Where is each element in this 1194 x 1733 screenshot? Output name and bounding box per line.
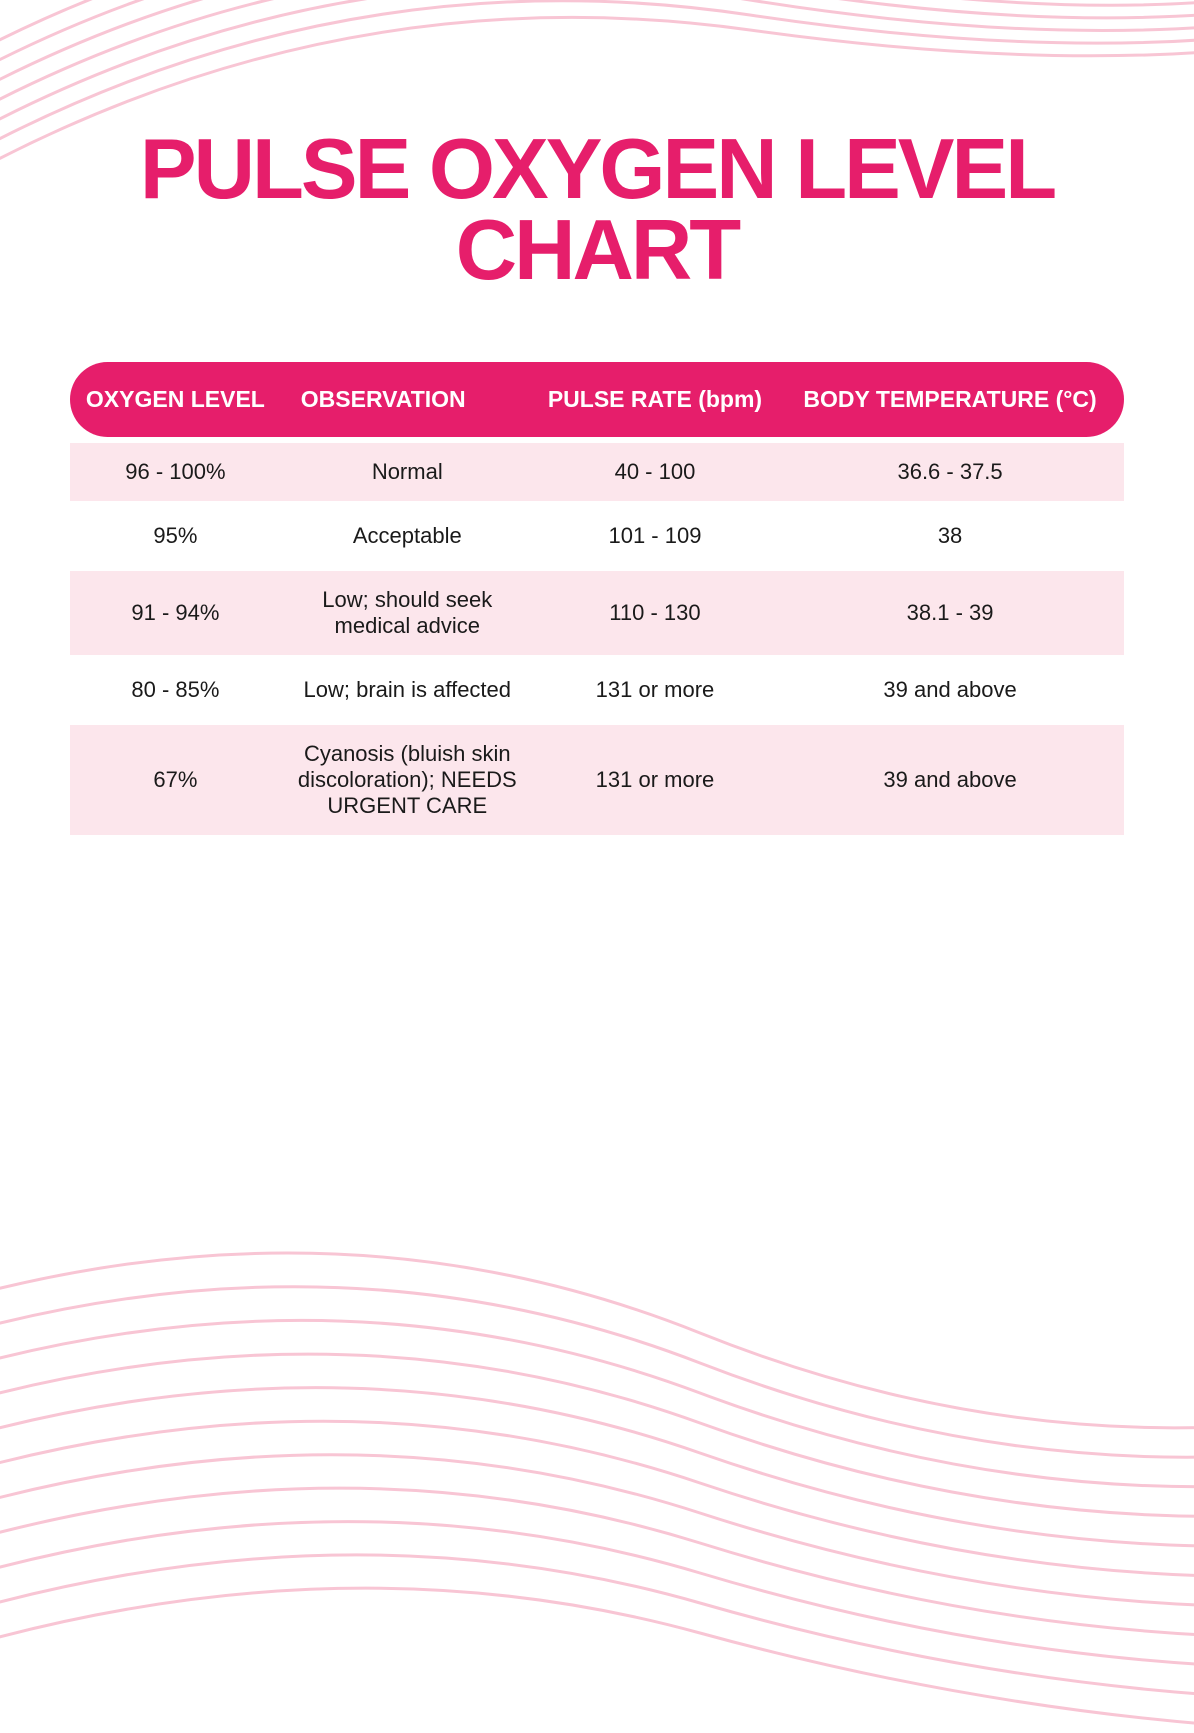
table-body: 96 - 100%Normal40 - 10036.6 - 37.5 95%Acc… <box>70 443 1124 835</box>
column-header-observation: OBSERVATION <box>281 386 534 413</box>
table-row: 91 - 94%Low; should seek medical advice1… <box>70 571 1124 655</box>
table-row: 96 - 100%Normal40 - 10036.6 - 37.5 <box>70 443 1124 501</box>
column-header-temp: BODY TEMPERATURE (°C) <box>776 386 1124 413</box>
cell-pulse-rate: 40 - 100 <box>534 459 776 485</box>
table-row: 80 - 85%Low; brain is affected131 or mor… <box>70 661 1124 719</box>
cell-body-temp: 38 <box>776 523 1124 549</box>
column-header-oxygen: OXYGEN LEVEL <box>70 386 281 413</box>
page-title: PULSE OXYGEN LEVEL CHART <box>70 130 1124 292</box>
cell-observation: Acceptable <box>281 523 534 549</box>
cell-observation: Low; should seek medical advice <box>281 587 534 639</box>
cell-oxygen-level: 91 - 94% <box>70 600 281 626</box>
column-header-pulse: PULSE RATE (bpm) <box>534 386 776 413</box>
table-row: 95%Acceptable101 - 10938 <box>70 507 1124 565</box>
cell-observation: Normal <box>281 459 534 485</box>
cell-observation: Low; brain is affected <box>281 677 534 703</box>
cell-body-temp: 39 and above <box>776 677 1124 703</box>
cell-observation: Cyanosis (bluish skin discoloration); NE… <box>281 741 534 819</box>
table-header-row: OXYGEN LEVEL OBSERVATION PULSE RATE (bpm… <box>70 362 1124 437</box>
cell-pulse-rate: 110 - 130 <box>534 600 776 626</box>
cell-pulse-rate: 101 - 109 <box>534 523 776 549</box>
cell-oxygen-level: 96 - 100% <box>70 459 281 485</box>
decorative-waves-bottom <box>0 1133 1194 1733</box>
cell-body-temp: 38.1 - 39 <box>776 600 1124 626</box>
cell-pulse-rate: 131 or more <box>534 767 776 793</box>
oxygen-level-table: OXYGEN LEVEL OBSERVATION PULSE RATE (bpm… <box>70 362 1124 835</box>
cell-oxygen-level: 80 - 85% <box>70 677 281 703</box>
cell-body-temp: 36.6 - 37.5 <box>776 459 1124 485</box>
table-row: 67%Cyanosis (bluish skin discoloration);… <box>70 725 1124 835</box>
cell-body-temp: 39 and above <box>776 767 1124 793</box>
cell-pulse-rate: 131 or more <box>534 677 776 703</box>
cell-oxygen-level: 95% <box>70 523 281 549</box>
cell-oxygen-level: 67% <box>70 767 281 793</box>
